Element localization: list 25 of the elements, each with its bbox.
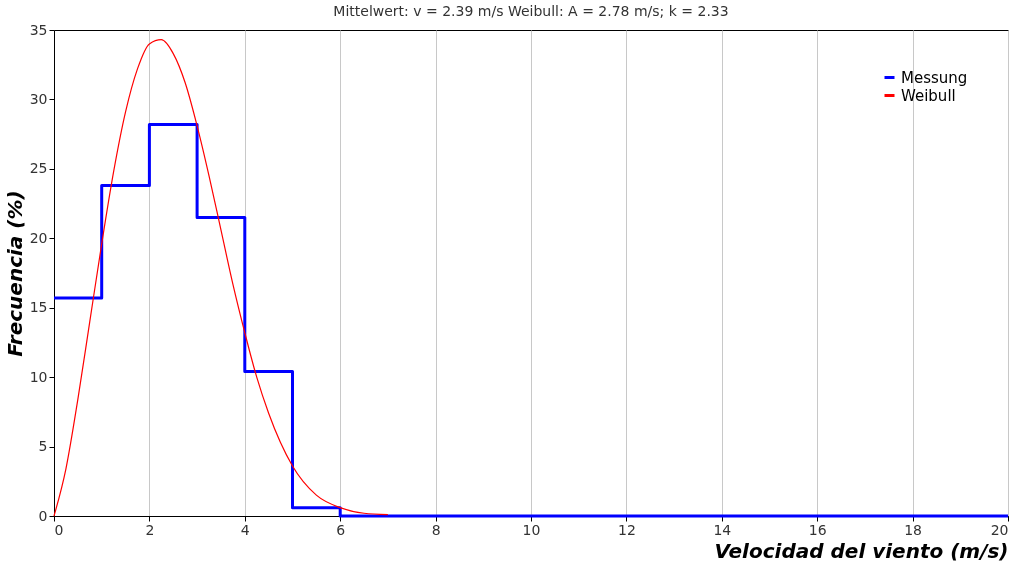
y-tick-label: 25	[29, 160, 48, 177]
y-tick-label: 0	[38, 507, 48, 524]
legend-label: Messung	[901, 68, 968, 87]
x-tick-label: 10	[522, 521, 541, 538]
y-tick-label: 30	[29, 90, 48, 107]
x-tick-label: 6	[336, 521, 346, 538]
x-tick-label: 2	[145, 521, 155, 538]
y-tick-label: 10	[29, 368, 48, 385]
y-tick-label: 20	[29, 229, 48, 246]
x-tick-label: 12	[617, 521, 636, 538]
x-tick-label: 8	[431, 521, 441, 538]
y-tick-label: 35	[29, 21, 48, 38]
legend-label: Weibull	[901, 86, 956, 105]
line-series	[53, 39, 389, 517]
x-tick-label: 18	[904, 521, 923, 538]
y-axis-title: Frecuencia (%)	[2, 190, 27, 357]
x-tick-label: 0	[54, 521, 64, 538]
y-tick-label: 15	[29, 299, 48, 316]
x-tick-label: 14	[713, 521, 732, 538]
x-tick-label: 4	[240, 521, 250, 538]
y-tick-label: 5	[38, 438, 48, 455]
x-tick-label: 20	[990, 521, 1009, 538]
x-axis-title: Velocidad del viento (m/s)	[714, 538, 1009, 563]
chart-title: Mittelwert: v = 2.39 m/s Weibull: A = 2.78 m/s; k = 2.33	[333, 3, 729, 19]
x-tick-label: 16	[808, 521, 827, 538]
